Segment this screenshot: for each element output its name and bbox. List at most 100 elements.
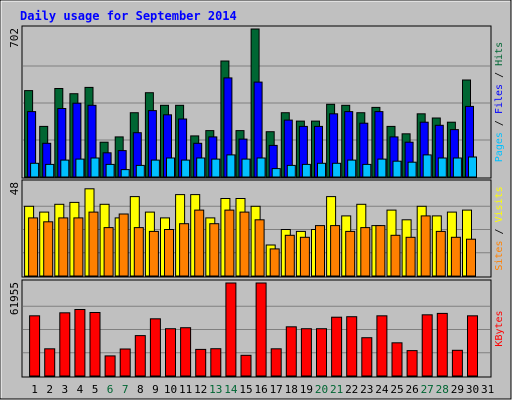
bar-pages-day-20	[317, 162, 326, 178]
x-tick-label-day-31: 31	[481, 383, 494, 396]
x-tick-label-day-2: 2	[46, 383, 53, 396]
series-files	[27, 77, 474, 178]
x-tick-label-day-29: 29	[451, 383, 464, 396]
bar-kbytes-day-1	[29, 315, 41, 377]
bar-pages-day-9	[150, 159, 160, 178]
bar-pages-day-5	[90, 157, 100, 178]
bar-sites-day-21	[330, 225, 341, 277]
x-tick-label-day-18: 18	[285, 383, 298, 396]
x-tick-label-day-15: 15	[239, 383, 252, 396]
bar-sites-day-4	[73, 217, 84, 277]
bar-pages-day-16	[256, 157, 266, 178]
bar-sites-day-22	[345, 230, 356, 277]
bar-pages-day-24	[377, 158, 387, 178]
x-tick-label-day-7: 7	[122, 383, 129, 396]
bar-pages-day-23	[362, 163, 372, 178]
x-tick-label-day-24: 24	[375, 383, 389, 396]
bar-kbytes-day-15	[240, 354, 252, 377]
bar-kbytes-day-5	[89, 312, 101, 377]
bar-pages-day-14	[226, 154, 236, 178]
series-label-part: Visits	[494, 186, 505, 222]
bar-pages-day-13	[211, 158, 221, 178]
x-tick-label-day-17: 17	[270, 383, 283, 396]
bar-sites-day-28	[435, 230, 446, 277]
bar-sites-day-10	[164, 229, 174, 277]
bar-kbytes-day-28	[436, 312, 448, 377]
bar-pages-day-29	[452, 157, 462, 178]
x-tick-label-day-16: 16	[254, 383, 267, 396]
bar-sites-day-8	[133, 227, 144, 277]
bar-sites-day-19	[299, 236, 310, 277]
bar-kbytes-day-3	[59, 312, 71, 377]
bar-pages-day-22	[347, 159, 357, 178]
bar-pages-day-2	[45, 163, 55, 178]
series-label-visits-sites: Sites / Visits	[494, 186, 505, 270]
bar-sites-day-5	[88, 211, 99, 277]
max-label-kbytes: 61955	[8, 282, 21, 315]
bar-pages-day-7	[120, 169, 130, 178]
panel-kbytes: 61955 KBytes	[8, 279, 505, 378]
series-label-part: Pages	[494, 132, 505, 162]
x-tick-label-day-4: 4	[77, 383, 84, 396]
x-tick-label-day-30: 30	[466, 383, 479, 396]
bar-kbytes-day-8	[134, 335, 146, 377]
x-tick-label-day-21: 21	[330, 383, 343, 396]
bar-kbytes-day-14	[225, 282, 237, 377]
bar-sites-day-3	[58, 217, 69, 277]
bar-kbytes-day-7	[119, 348, 131, 377]
bar-pages-day-3	[60, 159, 70, 178]
series-label-hits-files-pages: Pages / Files / Hits	[494, 42, 505, 162]
bar-kbytes-day-2	[44, 348, 56, 377]
bar-kbytes-day-17	[270, 348, 282, 377]
bar-kbytes-day-4	[74, 309, 86, 377]
bar-kbytes-day-19	[300, 328, 312, 377]
x-tick-label-day-20: 20	[315, 383, 328, 396]
bar-pages-day-8	[135, 164, 145, 178]
bar-kbytes-day-12	[195, 348, 207, 377]
bar-kbytes-day-9	[149, 318, 161, 377]
bar-kbytes-day-24	[376, 315, 388, 377]
series-label-part: /	[494, 114, 505, 132]
bar-kbytes-day-16	[255, 282, 267, 377]
bar-sites-day-11	[179, 223, 190, 277]
bar-sites-day-18	[284, 234, 295, 277]
bar-kbytes-day-27	[421, 314, 433, 377]
bar-pages-day-11	[181, 159, 191, 178]
bar-kbytes-day-21	[331, 316, 343, 377]
bar-pages-day-17	[271, 168, 281, 178]
bar-sites-day-24	[375, 225, 386, 277]
x-tick-label-day-13: 13	[209, 383, 222, 396]
series-label-part: /	[494, 222, 505, 240]
series-label-part: /	[494, 66, 505, 84]
bar-sites-day-12	[194, 209, 205, 277]
series-label-kbytes: KBytes	[494, 310, 505, 346]
bar-sites-day-2	[43, 221, 54, 277]
bar-kbytes-day-26	[406, 350, 418, 377]
bar-sites-day-20	[315, 225, 325, 277]
max-label-visits-sites: 48	[8, 182, 21, 195]
x-tick-label-day-11: 11	[179, 383, 192, 396]
bar-pages-day-6	[105, 163, 115, 178]
bar-sites-day-13	[209, 223, 220, 277]
bar-sites-day-17	[269, 248, 280, 277]
x-tick-label-day-19: 19	[300, 383, 313, 396]
x-tick-label-day-6: 6	[107, 383, 114, 396]
bar-pages-day-30	[468, 156, 477, 178]
x-tick-label-day-3: 3	[61, 383, 68, 396]
x-tick-label-day-22: 22	[345, 383, 358, 396]
bar-pages-day-18	[286, 164, 296, 178]
series-label-part: Sites	[494, 241, 505, 271]
x-tick-label-day-1: 1	[31, 383, 38, 396]
bar-sites-day-25	[390, 234, 401, 277]
bar-kbytes-day-25	[391, 342, 403, 377]
x-tick-label-day-5: 5	[92, 383, 99, 396]
series-label-part: KBytes	[494, 310, 505, 346]
bar-kbytes-day-23	[361, 337, 373, 377]
bar-pages-day-4	[75, 158, 85, 178]
bar-pages-day-10	[166, 157, 175, 178]
bar-pages-day-25	[392, 160, 402, 178]
bar-pages-day-1	[30, 162, 40, 178]
x-tick-label-day-28: 28	[436, 383, 449, 396]
bar-sites-day-23	[360, 227, 371, 277]
bar-pages-day-26	[407, 161, 417, 178]
